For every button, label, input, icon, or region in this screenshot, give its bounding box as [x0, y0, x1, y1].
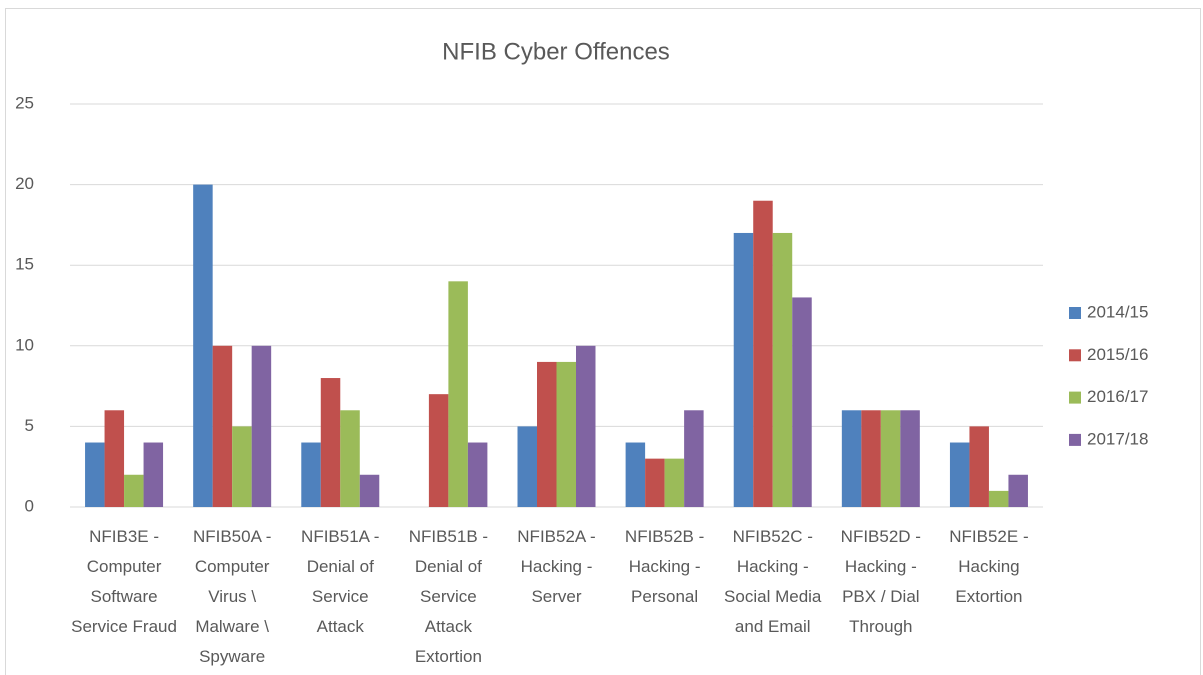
x-tick-label: NFIB51B - Denial of Service Attack Extor…: [408, 527, 489, 666]
legend-label: 2014/15: [1087, 302, 1148, 321]
y-tick-label: 20: [15, 174, 34, 193]
bar: [193, 184, 213, 507]
bar: [900, 410, 920, 507]
bar: [988, 490, 1009, 507]
chart-title: NFIB Cyber Offences: [442, 38, 670, 65]
y-tick-label: 0: [25, 496, 34, 515]
bar: [576, 345, 596, 507]
x-tick-label: NFIB3E - Computer Software Service Fraud: [71, 527, 177, 636]
bar: [359, 474, 380, 507]
bar: [969, 426, 989, 507]
bar: [1008, 474, 1028, 507]
x-tick-label: NFIB52C - Hacking - Social Media and Ema…: [724, 527, 822, 636]
bar: [467, 442, 488, 507]
bar: [625, 442, 646, 507]
bar: [792, 297, 812, 507]
bar: [949, 442, 970, 507]
bar: [753, 200, 773, 507]
bar: [143, 442, 164, 507]
bar: [517, 426, 537, 507]
bar: [861, 410, 881, 507]
y-tick-label: 5: [25, 416, 34, 435]
x-tick-label: NFIB52D - Hacking - PBX / Dial Through: [840, 527, 921, 636]
legend-label: 2017/18: [1087, 429, 1148, 448]
bar: [340, 410, 360, 507]
bar: [684, 410, 704, 507]
bar: [251, 345, 272, 507]
y-tick-label: 15: [15, 255, 34, 274]
bar: [841, 410, 862, 507]
x-tick-label: NFIB52E - Hacking Extortion: [949, 527, 1029, 606]
bar: [232, 426, 252, 507]
legend-swatch: [1069, 307, 1081, 319]
legend-label: 2016/17: [1087, 387, 1148, 406]
x-tick-label: NFIB50A - Computer Virus \ Malware \ Spy…: [192, 527, 272, 666]
bar: [212, 345, 233, 507]
bar: [85, 442, 105, 507]
y-tick-label: 10: [15, 335, 34, 354]
y-tick-label: 25: [15, 93, 34, 112]
bar: [733, 232, 754, 507]
bar: [124, 474, 144, 507]
legend-swatch: [1069, 349, 1081, 362]
bar: [320, 378, 341, 507]
bar: [880, 410, 901, 507]
bar: [556, 361, 576, 507]
bar: [104, 410, 125, 507]
chart-frame: [5, 8, 1201, 675]
bar: [537, 361, 557, 507]
x-tick-label: NFIB52A - Hacking - Server: [517, 527, 596, 606]
x-tick-label: NFIB51A - Denial of Service Attack: [301, 527, 380, 636]
bar: [664, 458, 685, 507]
legend-swatch: [1069, 433, 1081, 446]
legend-label: 2015/16: [1087, 345, 1148, 364]
legend-swatch: [1069, 391, 1081, 404]
bar: [772, 232, 793, 507]
x-tick-label: NFIB52B - Hacking - Personal: [624, 527, 705, 606]
bar: [301, 442, 321, 507]
bar: [448, 281, 468, 507]
bar: [645, 458, 665, 507]
bar: [428, 394, 449, 507]
